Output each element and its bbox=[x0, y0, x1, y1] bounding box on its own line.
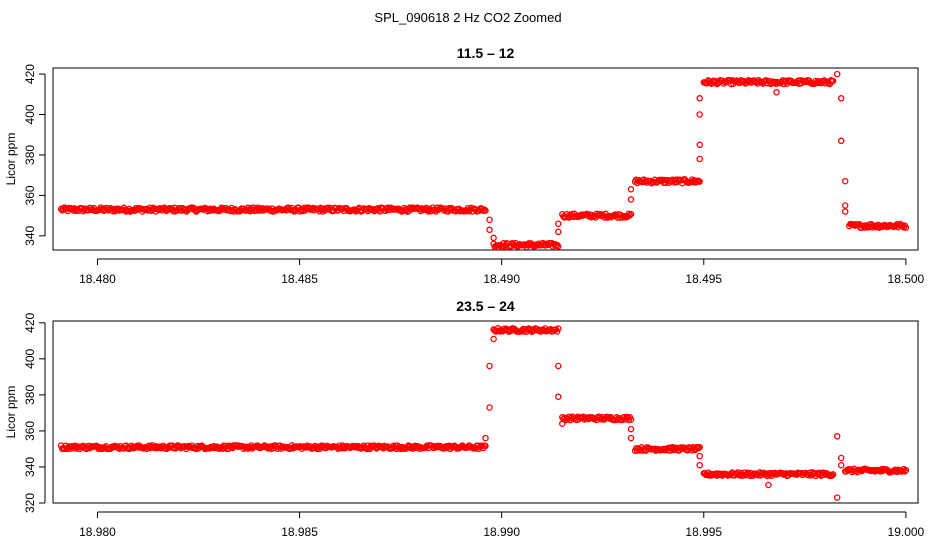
data-point bbox=[841, 202, 849, 209]
data-points bbox=[57, 70, 910, 251]
data-point bbox=[901, 468, 909, 475]
plot-frame bbox=[52, 320, 919, 504]
plot-title: 23.5 – 24 bbox=[456, 298, 515, 314]
data-point bbox=[696, 461, 703, 469]
x-tick-label: 18.985 bbox=[281, 525, 318, 539]
data-point bbox=[627, 210, 635, 218]
data-point bbox=[555, 220, 562, 227]
data-point bbox=[606, 212, 614, 220]
data-point bbox=[837, 454, 845, 462]
figure-title: SPL_090618 2 Hz CO2 Zoomed bbox=[374, 10, 561, 25]
data-point bbox=[626, 212, 634, 219]
data-point bbox=[841, 208, 849, 215]
data-point bbox=[765, 481, 772, 489]
top-panel: 11.5 – 12 18.480 18.485 18.490 18.495 18.500 3… bbox=[4, 45, 925, 286]
data-point bbox=[829, 471, 837, 478]
data-point bbox=[486, 404, 493, 411]
data-point bbox=[627, 416, 635, 423]
data-points bbox=[57, 325, 910, 501]
data-point bbox=[696, 155, 703, 163]
data-point bbox=[833, 494, 841, 501]
data-point bbox=[627, 434, 635, 442]
y-tick-label: 320 bbox=[23, 493, 37, 513]
data-point bbox=[555, 325, 562, 332]
data-point bbox=[486, 216, 493, 223]
y-tick-label: 400 bbox=[23, 104, 37, 124]
data-point bbox=[559, 420, 566, 427]
data-point bbox=[553, 241, 561, 249]
y-tick-label: 360 bbox=[23, 421, 37, 441]
data-point bbox=[627, 186, 635, 193]
data-point bbox=[490, 234, 497, 242]
data-point bbox=[582, 211, 589, 219]
data-point bbox=[481, 206, 488, 213]
x-tick-label: 19.000 bbox=[888, 525, 925, 539]
plot-frame bbox=[52, 67, 919, 251]
data-point bbox=[723, 471, 731, 478]
y-tick-label: 420 bbox=[23, 312, 37, 332]
x-tick-label: 18.980 bbox=[79, 525, 116, 539]
x-axis: 18.980 18.985 18.990 18.995 19.000 bbox=[79, 511, 925, 539]
x-tick-label: 18.500 bbox=[888, 272, 925, 286]
data-point bbox=[841, 177, 849, 185]
y-axis: 340 360 380 400 420 bbox=[23, 64, 46, 246]
data-point bbox=[696, 452, 703, 460]
data-point bbox=[696, 178, 703, 185]
data-point bbox=[555, 228, 562, 236]
data-point bbox=[490, 335, 497, 343]
data-point bbox=[553, 328, 561, 335]
data-point bbox=[837, 461, 845, 469]
y-tick-label: 420 bbox=[23, 64, 37, 84]
data-point bbox=[482, 434, 489, 442]
data-point bbox=[486, 362, 493, 370]
data-point bbox=[837, 137, 845, 145]
data-point bbox=[833, 433, 841, 440]
x-axis: 18.480 18.485 18.490 18.495 18.500 bbox=[79, 258, 925, 286]
data-point bbox=[627, 425, 635, 433]
y-tick-label: 380 bbox=[23, 385, 37, 405]
y-tick-label: 360 bbox=[23, 185, 37, 205]
data-point bbox=[825, 471, 832, 479]
data-point bbox=[902, 466, 910, 474]
y-axis-label: Licor ppm bbox=[4, 386, 18, 439]
y-tick-label: 340 bbox=[23, 457, 37, 477]
y-tick-label: 380 bbox=[23, 145, 37, 165]
data-point bbox=[627, 196, 635, 203]
y-tick-label: 400 bbox=[23, 349, 37, 369]
data-point bbox=[833, 70, 841, 78]
y-axis-label: Licor ppm bbox=[4, 133, 18, 186]
data-point bbox=[902, 224, 910, 231]
data-point bbox=[696, 443, 703, 451]
data-point bbox=[696, 95, 703, 102]
data-point bbox=[773, 89, 780, 96]
data-point bbox=[555, 393, 562, 400]
x-tick-label: 18.480 bbox=[79, 272, 116, 286]
data-point bbox=[482, 442, 489, 450]
data-point bbox=[555, 243, 562, 250]
x-tick-label: 18.495 bbox=[685, 272, 722, 286]
y-axis: 320 340 360 380 400 420 bbox=[23, 312, 46, 513]
data-point bbox=[837, 95, 845, 102]
data-point bbox=[480, 207, 487, 214]
data-point bbox=[696, 141, 703, 149]
data-point bbox=[828, 472, 836, 479]
bottom-panel: 23.5 – 24 18.980 18.985 18.990 18.995 19.000 3… bbox=[4, 298, 925, 539]
y-tick-label: 340 bbox=[23, 226, 37, 246]
data-point bbox=[482, 207, 489, 214]
data-point bbox=[696, 111, 703, 118]
x-tick-label: 18.995 bbox=[685, 525, 722, 539]
x-tick-label: 18.485 bbox=[281, 272, 318, 286]
x-tick-label: 18.990 bbox=[483, 525, 520, 539]
data-point bbox=[695, 444, 702, 452]
data-point bbox=[574, 212, 582, 220]
data-point bbox=[486, 226, 493, 234]
x-tick-label: 18.490 bbox=[483, 272, 520, 286]
data-point bbox=[555, 362, 562, 370]
plot-title: 11.5 – 12 bbox=[457, 45, 515, 61]
data-point bbox=[829, 77, 837, 85]
